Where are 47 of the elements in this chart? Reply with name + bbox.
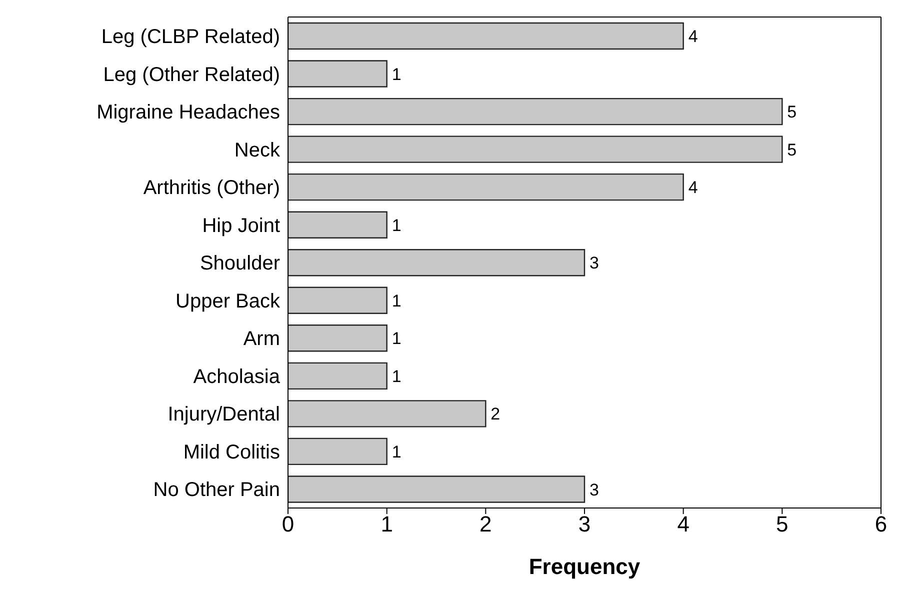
x-tick-label: 2: [480, 512, 492, 537]
bar: [288, 60, 388, 88]
x-tick-label: 4: [677, 512, 690, 537]
y-tick-label: Hip Joint: [202, 214, 280, 237]
y-tick-label: Neck: [234, 139, 281, 162]
y-tick-label: Mild Colitis: [183, 441, 280, 464]
y-tick-label: Injury/Dental: [168, 404, 280, 426]
bar: [288, 476, 586, 503]
y-tick-label: Leg (Other Related): [103, 64, 280, 86]
y-tick-label: No Other Pain: [153, 479, 280, 502]
bar: [288, 438, 388, 466]
y-tick-label: Acholasia: [193, 366, 281, 388]
y-tick-label: Arthritis (Other): [143, 177, 280, 200]
bar: [288, 286, 388, 314]
x-tick-label: 1: [380, 512, 393, 537]
y-tick-label: Arm: [243, 328, 280, 350]
bar: [288, 362, 388, 390]
data-label: 2: [490, 404, 500, 424]
data-label: 4: [688, 27, 698, 46]
data-label: 1: [392, 64, 402, 84]
bar: [288, 136, 783, 163]
data-label: 4: [688, 178, 698, 198]
data-label: 3: [590, 254, 599, 273]
bar: [288, 400, 486, 428]
data-label: 3: [590, 480, 599, 500]
data-label: 1: [392, 216, 402, 235]
bar: [288, 211, 388, 238]
y-tick-label: Leg (CLBP Related): [101, 26, 280, 48]
x-tick-label: 6: [874, 512, 888, 537]
y-tick-label: Upper Back: [176, 290, 281, 312]
y-tick-label: Shoulder: [200, 252, 280, 275]
x-tick-label: 3: [578, 512, 591, 537]
data-label: 5: [787, 140, 797, 160]
bar: [288, 173, 684, 201]
bar: [288, 98, 783, 126]
data-label: 1: [392, 442, 402, 462]
data-label: 1: [392, 329, 402, 348]
y-tick-label: Migraine Headaches: [96, 102, 280, 124]
bar: [288, 324, 388, 352]
data-label: 1: [392, 291, 402, 310]
x-tick-label: 0: [282, 512, 294, 537]
x-tick-label: 5: [776, 512, 788, 537]
bar: [288, 249, 586, 276]
bar: [288, 22, 684, 50]
data-label: 1: [392, 366, 402, 386]
data-label: 5: [787, 102, 797, 122]
x-axis-title: Frequency: [528, 554, 641, 579]
